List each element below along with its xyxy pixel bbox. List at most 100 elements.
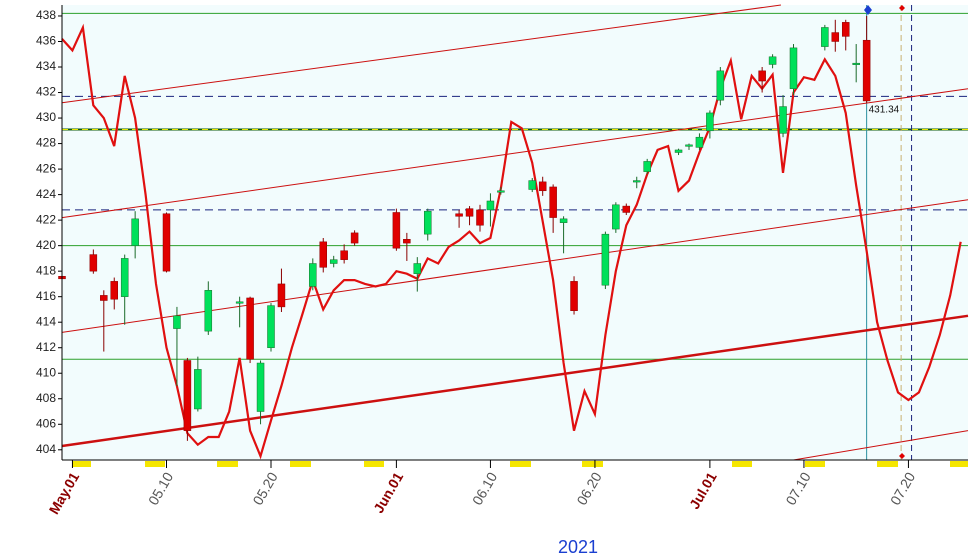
x-tick-label: 07.20	[887, 469, 918, 508]
y-tick-label: 410	[36, 365, 56, 379]
plot-layer	[58, 4, 969, 461]
candle-body	[309, 263, 317, 287]
candle-body	[716, 70, 725, 101]
candle-body	[256, 362, 265, 412]
marker	[864, 5, 872, 15]
y-tick-label: 436	[36, 34, 56, 48]
weekend-block	[732, 461, 752, 467]
candle-body	[559, 218, 568, 223]
x-tick-label: 06.20	[573, 469, 604, 508]
candle-body	[235, 301, 244, 304]
channel-line	[61, 199, 969, 333]
weekend-block	[364, 461, 384, 467]
candle-body	[173, 315, 181, 329]
candle-body	[612, 204, 620, 230]
channel-line	[793, 430, 969, 461]
y-tick-label: 428	[36, 136, 56, 150]
channel-line	[61, 4, 782, 104]
y-tick-label: 404	[36, 442, 56, 456]
candle-body	[110, 281, 118, 300]
candle-body	[120, 258, 129, 297]
channel-line	[61, 314, 969, 448]
y-tick-label: 412	[36, 340, 56, 354]
candle-body	[622, 205, 631, 213]
y-tick-label: 426	[36, 161, 56, 175]
candle-body	[632, 180, 641, 183]
y-tick-label: 430	[36, 110, 56, 124]
candle-body	[465, 208, 474, 217]
x-tick-label: 05.10	[145, 469, 176, 508]
candle-body	[768, 56, 777, 65]
weekend-block	[510, 461, 531, 467]
candle-body	[779, 106, 787, 134]
candle-body	[601, 233, 610, 286]
candle-body	[831, 32, 840, 42]
candle-body	[549, 186, 557, 218]
candle-body	[350, 232, 359, 244]
y-tick-label: 422	[36, 212, 56, 226]
candle-body	[706, 112, 714, 132]
candle-body	[277, 283, 286, 308]
weekend-block	[950, 461, 968, 467]
candle-body	[392, 212, 401, 249]
y-tick-label: 432	[36, 85, 56, 99]
y-tick-label: 424	[36, 187, 56, 201]
x-tick-label: Jul.01	[686, 469, 720, 512]
candle-body	[643, 161, 651, 172]
candle-body	[246, 297, 254, 360]
candle-body	[528, 180, 536, 190]
y-tick-label: 438	[36, 8, 56, 22]
y-tick-label: 408	[36, 391, 56, 405]
candle-body	[329, 259, 338, 264]
candle-body	[570, 281, 578, 311]
weekend-block	[805, 461, 825, 467]
candle-body	[685, 144, 693, 147]
y-tick-label: 416	[36, 289, 56, 303]
y-tick-label: 406	[36, 416, 56, 430]
candle-body	[267, 305, 275, 348]
candle-body	[862, 39, 871, 102]
weekend-block	[145, 461, 165, 467]
weekend-block	[290, 461, 311, 467]
close-label: 431.34	[869, 105, 900, 116]
candle-body	[340, 250, 348, 260]
x-axis-title: 2021	[558, 537, 598, 557]
indicator-line	[61, 23, 962, 460]
candle-body	[455, 213, 463, 217]
candle-body	[89, 254, 98, 272]
candle-body	[162, 213, 171, 272]
weekend-block	[582, 461, 603, 467]
x-tick-label: 07.10	[782, 469, 813, 508]
channel-line	[61, 88, 969, 219]
candle-body	[789, 47, 798, 89]
weekend-block	[72, 461, 91, 467]
x-tick-label: Jun.01	[370, 469, 406, 516]
x-tick-label: May.01	[46, 469, 83, 517]
x-tick-label: 05.20	[249, 469, 280, 508]
candle-body	[497, 190, 505, 193]
plot-area	[62, 5, 968, 460]
candle-body	[204, 290, 213, 332]
marker	[899, 5, 905, 11]
candle-body	[821, 27, 829, 47]
candle-body	[403, 239, 411, 244]
candle-body	[758, 70, 766, 82]
candle-body	[413, 263, 422, 274]
candle-body	[695, 136, 704, 148]
candle-body	[674, 149, 683, 153]
x-tick-label: 06.10	[469, 469, 500, 508]
candle-body	[100, 295, 108, 301]
weekend-block	[877, 461, 898, 467]
candle-body	[476, 209, 484, 226]
candle-body	[852, 62, 860, 65]
candle-body	[194, 369, 202, 410]
y-tick-label: 434	[36, 59, 56, 73]
y-tick-label: 420	[36, 238, 56, 252]
candle-body	[183, 360, 192, 431]
y-tick-label: 414	[36, 314, 56, 328]
candle-body	[319, 241, 327, 268]
candle-body	[423, 210, 432, 235]
weekend-block	[217, 461, 238, 467]
